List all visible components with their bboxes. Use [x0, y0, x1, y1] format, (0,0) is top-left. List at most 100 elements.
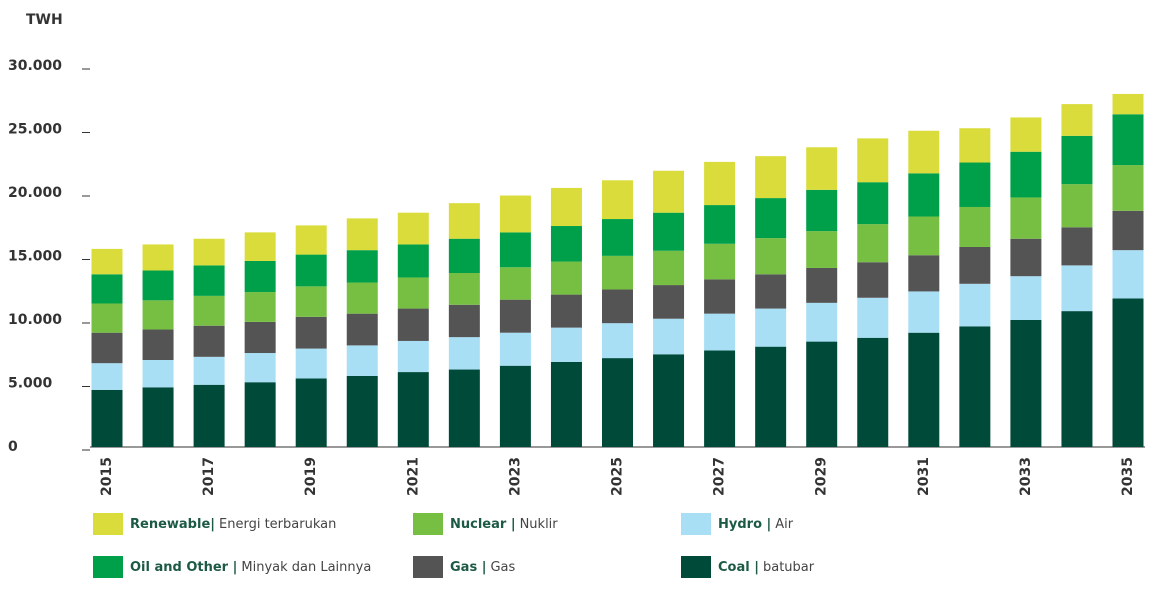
y-tick-label: 30.000: [8, 58, 62, 74]
bar-segment: [397, 372, 429, 447]
bar-segment: [397, 212, 429, 245]
legend-name: Gas |: [450, 560, 486, 575]
bar-segment: [1061, 265, 1093, 312]
legend-label: Coal | batubar: [718, 560, 815, 575]
legend-name: Nuclear |: [450, 517, 516, 532]
bar-segment: [1061, 184, 1093, 228]
bar-segment: [244, 232, 276, 261]
legend-swatch: [413, 556, 443, 578]
bar-segment: [1061, 311, 1093, 447]
bar-segment: [499, 299, 531, 333]
bar-segment: [806, 302, 838, 342]
legend-swatch: [93, 513, 123, 535]
bar-segment: [602, 180, 633, 220]
bar-segment: [91, 332, 123, 364]
bar-segment: [755, 238, 787, 275]
bar-segment: [448, 203, 480, 239]
bar-segment: [1112, 114, 1144, 166]
bar-segment: [1112, 93, 1144, 115]
bar-segment: [959, 128, 991, 163]
y-tick-label: 0: [8, 439, 18, 455]
bar-segment: [295, 316, 327, 349]
bar-segment: [755, 346, 787, 447]
bar-segment: [295, 378, 327, 447]
bar-segment: [806, 341, 838, 447]
bar-segment: [959, 246, 991, 284]
bar-segment: [1061, 135, 1093, 185]
bar-segment: [755, 156, 787, 199]
bar-segment: [550, 361, 582, 447]
bar-segment: [908, 130, 940, 174]
legend-name-local: Nuklir: [520, 517, 559, 532]
bar-segment: [755, 274, 787, 309]
bar-segment: [653, 170, 685, 213]
legend-label: Nuclear | Nuklir: [450, 517, 558, 532]
bar-segment: [448, 238, 480, 274]
bar-segment: [193, 295, 225, 326]
bar-segment: [193, 325, 225, 357]
bar-segment: [908, 216, 940, 256]
legend-name-local: batubar: [763, 560, 815, 575]
legend-label: Hydro | Air: [718, 517, 794, 532]
bar-segment: [908, 332, 940, 447]
bar-segment: [499, 267, 531, 300]
legend-label: Gas | Gas: [450, 560, 516, 575]
bar-segment: [142, 270, 174, 301]
bar-segment: [346, 313, 378, 346]
bar-segment: [499, 332, 531, 366]
legend-swatch: [681, 556, 711, 578]
bar-segment: [653, 212, 685, 251]
bar-segment: [806, 189, 838, 232]
bar-segment: [959, 162, 991, 207]
legend-name: Oil and Other |: [130, 560, 237, 575]
legend-label: Renewable| Energi terbarukan: [130, 517, 336, 532]
bar-segment: [857, 262, 889, 298]
bar-segment: [755, 308, 787, 347]
bar-segment: [806, 267, 838, 303]
bar-segment: [653, 318, 685, 355]
bar-segment: [1112, 250, 1144, 299]
bar-segment: [91, 363, 123, 390]
y-tick-label: 20.000: [8, 185, 62, 201]
bar-segment: [704, 243, 736, 280]
bar-segment: [346, 345, 378, 376]
legend-name-local: Minyak dan Lainnya: [241, 560, 371, 575]
bar-segment: [448, 369, 480, 447]
x-tick-label: 2015: [99, 457, 115, 496]
bar-segment: [448, 337, 480, 370]
bar-segment: [704, 161, 736, 206]
bar-segment: [602, 289, 633, 324]
legend-name-local: Energi terbarukan: [219, 517, 336, 532]
bar-segment: [602, 255, 633, 290]
legend-name-local: Gas: [490, 560, 515, 575]
bar-segment: [1112, 210, 1144, 251]
legend-swatch: [681, 513, 711, 535]
bar-segment: [193, 265, 225, 296]
bar-segment: [142, 329, 174, 361]
bar-segment: [653, 285, 685, 319]
x-tick-label: 2021: [405, 457, 421, 496]
bar-segment: [704, 350, 736, 447]
y-tick-label: 15.000: [8, 249, 62, 265]
bar-segment: [755, 198, 787, 239]
x-tick-label: 2035: [1120, 457, 1136, 496]
bar-segment: [1010, 151, 1042, 198]
bar-segment: [1010, 197, 1042, 239]
bar-segment: [499, 365, 531, 447]
bar-segment: [908, 291, 940, 333]
legend-name: Renewable|: [130, 517, 215, 532]
y-tick-label: 25.000: [8, 122, 62, 138]
legend-name: Coal |: [718, 560, 759, 575]
x-tick-label: 2025: [610, 457, 626, 496]
bar-segment: [346, 250, 378, 283]
x-tick-label: 2017: [201, 457, 217, 496]
bar-segment: [857, 297, 889, 338]
bar-segment: [857, 182, 889, 225]
bar-segment: [857, 138, 889, 183]
bar-segment: [1010, 320, 1042, 447]
bar-segment: [91, 274, 123, 304]
bar-segment: [959, 326, 991, 447]
bar-segment: [193, 356, 225, 385]
x-tick-label: 2031: [916, 457, 932, 496]
